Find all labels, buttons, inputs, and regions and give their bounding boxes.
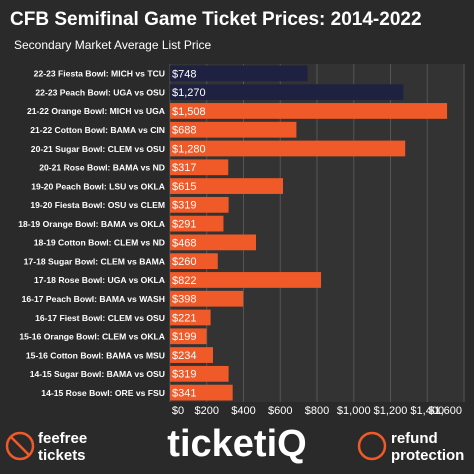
y-tick-label: 22-23 Peach Bowl: UGA vs OSU: [35, 87, 165, 97]
logo-icon: [5, 431, 35, 461]
y-tick-label: 20-21 Sugar Bowl: CLEM vs OSU: [31, 144, 165, 154]
footer-text: protection: [391, 447, 464, 464]
y-tick-label: 22-23 Fiesta Bowl: MICH vs TCU: [34, 69, 165, 79]
x-tick-label: $1,000: [337, 405, 371, 417]
x-tick-label: $0: [172, 405, 184, 417]
y-tick-label: 18-19 Cotton Bowl: CLEM vs ND: [34, 238, 165, 248]
y-tick-label: 14-15 Sugar Bowl: BAMA vs OSU: [30, 369, 165, 379]
bar: [170, 328, 207, 345]
value-label: $341: [172, 388, 196, 400]
value-label: $260: [172, 256, 196, 268]
y-tick-label: 20-21 Rose Bowl: BAMA vs ND: [39, 163, 165, 173]
logo-icon: [357, 431, 387, 461]
bar: [170, 234, 256, 251]
bar: [170, 196, 229, 213]
footer-text: refund: [391, 430, 438, 447]
x-tick-label: $1,200: [374, 405, 408, 417]
bar: [170, 309, 211, 326]
bar: [170, 215, 224, 232]
bar: [170, 121, 297, 138]
value-label: $1,270: [172, 87, 206, 99]
value-label: $468: [172, 237, 196, 249]
bar: [170, 103, 448, 119]
value-label: $199: [172, 331, 196, 343]
y-tick-label: 17-18 Sugar Bowl: CLEM vs BAMA: [24, 256, 165, 266]
value-label: $234: [172, 350, 196, 362]
y-tick-label: 18-19 Orange Bowl: BAMA vs OKLA: [18, 219, 165, 229]
x-tick-label: $1,600: [428, 405, 462, 417]
bar: [170, 365, 229, 382]
bar: [170, 65, 308, 82]
x-tick-label: $1,400: [410, 405, 444, 417]
footer: feefree tickets ticketiQ refund protecti…: [5, 423, 464, 465]
y-tick-label: 19-20 Peach Bowl: LSU vs OKLA: [31, 181, 165, 191]
bar: [170, 159, 229, 176]
bar: [170, 84, 404, 101]
logo-icon: [10, 436, 30, 456]
y-tick-label: 21-22 Cotton Bowl: BAMA vs CIN: [30, 125, 165, 135]
bar: [170, 140, 406, 157]
chart-subtitle: Secondary Market Average List Price: [14, 38, 212, 52]
footer-text: tickets: [38, 447, 86, 464]
bar: [170, 384, 233, 401]
value-label: $688: [172, 125, 196, 137]
value-label: $319: [172, 369, 196, 381]
bar: [170, 290, 244, 307]
chart-title: CFB Semifinal Game Ticket Prices: 2014-2…: [10, 9, 422, 30]
bar: [170, 272, 322, 288]
footer-text: feefree: [38, 430, 87, 447]
value-label: $1,280: [172, 143, 206, 155]
value-label: $319: [172, 200, 196, 212]
x-tick-label: $200: [195, 405, 219, 417]
y-tick-label: 16-17 Peach Bowl: BAMA vs WASH: [22, 294, 165, 304]
x-tick-label: $400: [231, 405, 255, 417]
y-tick-label: 17-18 Rose Bowl: UGA vs OKLA: [34, 275, 165, 285]
footer-logo: ticketiQ: [167, 423, 306, 465]
value-label: $291: [172, 219, 196, 231]
bar: [170, 178, 284, 194]
value-label: $615: [172, 181, 196, 193]
y-tick-label: 21-22 Orange Bowl: MICH vs UGA: [27, 106, 165, 116]
bar: [170, 347, 213, 363]
y-tick-label: 16-17 Fiest Bowl: CLEM vs OSU: [35, 313, 165, 323]
y-tick-label: 15-16 Cotton Bowl: BAMA vs MSU: [26, 350, 165, 360]
y-tick-label: 19-20 Fiesta Bowl: OSU vs CLEM: [30, 200, 165, 210]
value-label: $822: [172, 275, 196, 287]
value-label: $221: [172, 312, 196, 324]
y-tick-label: 14-15 Rose Bowl: ORE vs FSU: [41, 388, 165, 398]
bar: [170, 253, 218, 270]
x-tick-label: $800: [305, 405, 329, 417]
value-label: $748: [172, 68, 196, 80]
value-label: $398: [172, 294, 196, 306]
y-tick-label: 15-16 Orange Bowl: CLEM vs OKLA: [19, 332, 165, 342]
x-tick-label: $600: [268, 405, 292, 417]
value-label: $1,508: [172, 106, 206, 118]
value-label: $317: [172, 162, 196, 174]
